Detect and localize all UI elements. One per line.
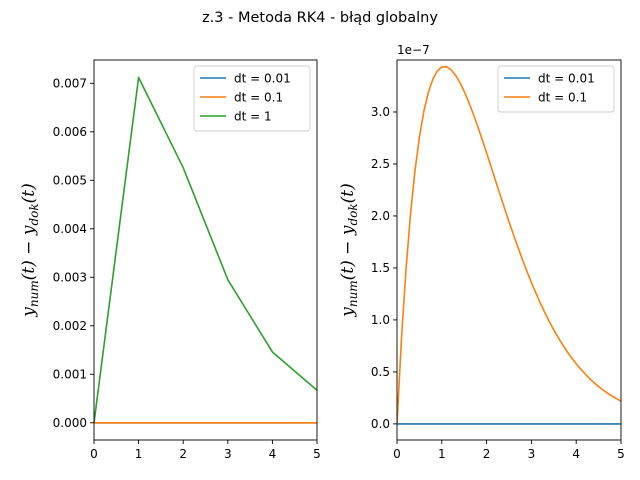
y-tick-label: 0.005 [53,173,87,187]
y-tick-label: 0.000 [53,416,87,430]
legend-box [193,65,311,132]
x-tick-label: 0 [90,447,98,461]
x-tick-label: 5 [313,447,321,461]
x-tick-label: 2 [179,447,187,461]
x-tick-label: 1 [438,447,446,461]
x-tick-label: 5 [617,447,625,461]
legend-label: dt = 0.01 [234,72,291,86]
chart-panel-2: 0 1 2 3 4 5 0.0 0.5 1.0 1.5 2.0 2.5 3.0 1e−7 ynum(t) −… [338,43,625,461]
y-tick-label: 0.006 [53,125,87,139]
y-tick-label: 0.0 [371,417,390,431]
series-line-2 [397,65,621,424]
figure-title: z.3 - Metoda RK4 - błąd globalny [202,10,438,26]
legend: dt = 0.01 dt = 0.1 dt = 1 [193,65,311,132]
y-tick-label: 3.0 [371,105,390,119]
y-tick-label: 2.0 [371,209,390,223]
axes-frame [93,59,318,441]
y-tick-label: 0.003 [53,270,87,284]
y-tick-label: 1.0 [371,313,390,327]
x-tick-label: 3 [224,447,232,461]
legend: dt = 0.01 dt = 0.1 [497,65,615,113]
axes-frame [396,59,622,441]
x-tick-label: 1 [135,447,143,461]
x-tick-label: 4 [269,447,277,461]
y-tick-label: 0.004 [53,222,87,236]
legend-label: dt = 0.01 [538,72,595,86]
y-axis-label: ynum(t) − ydok(t) [19,183,41,318]
y-tick-label: 1.5 [371,261,390,275]
chart-panel-1: 0 1 2 3 4 5 0.000 0.001 0.002 0.003 0.004 0.005 0.00… [19,59,321,461]
y-axis-label: ynum(t) − ydok(t) [338,183,360,318]
x-tick-label: 2 [483,447,491,461]
y-tick-label: 0.5 [371,365,390,379]
x-tick-label: 0 [393,447,401,461]
legend-label: dt = 0.1 [538,91,587,105]
y-tick-label: 2.5 [371,157,390,171]
x-tick-label: 3 [528,447,536,461]
series-line-3 [94,76,317,423]
y-tick-label: 0.002 [53,319,87,333]
y-offset-text: 1e−7 [397,43,430,57]
y-tick-label: 0.001 [53,367,87,381]
legend-label: dt = 1 [234,110,272,124]
y-tick-label: 0.007 [53,76,87,90]
x-tick-label: 4 [572,447,580,461]
legend-label: dt = 0.1 [234,91,283,105]
